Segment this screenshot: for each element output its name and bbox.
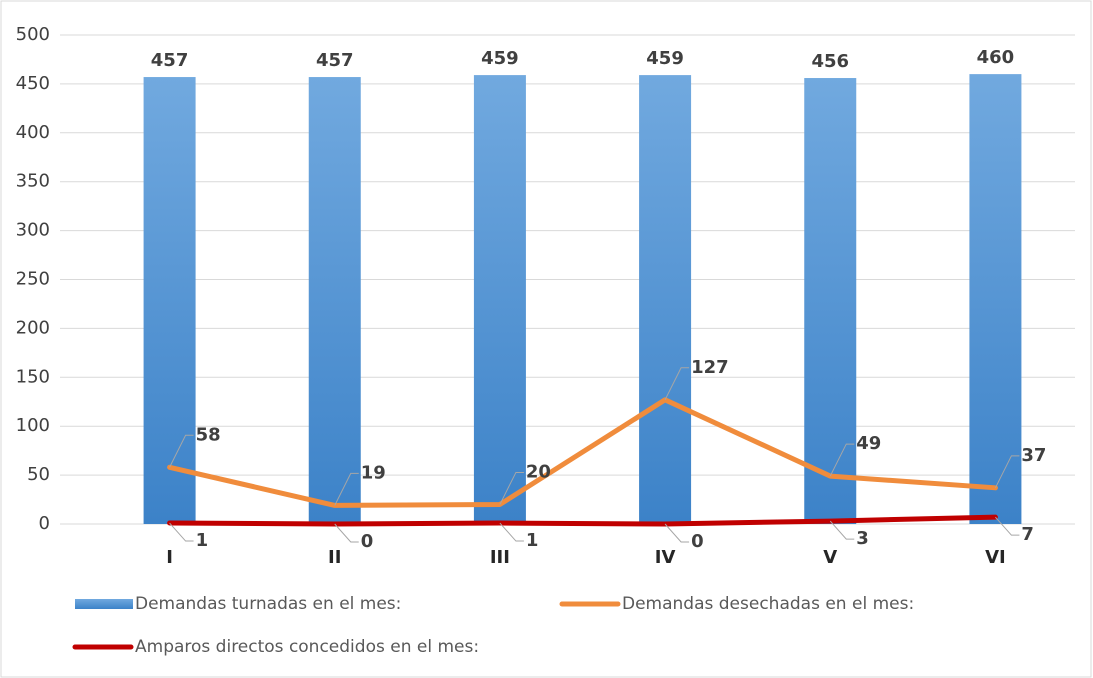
y-tick-label: 400 — [16, 122, 50, 143]
data-label: 127 — [691, 357, 729, 378]
leader-line — [499, 522, 524, 542]
leader-line — [829, 443, 855, 477]
y-tick-label: 450 — [16, 73, 50, 94]
y-tick-label: 0 — [39, 513, 50, 534]
data-label: 457 — [151, 50, 189, 71]
leader-line — [169, 522, 194, 542]
x-tick-label: IV — [655, 547, 676, 568]
bar — [639, 75, 692, 525]
data-label: 1 — [196, 530, 209, 551]
leader-line — [334, 523, 359, 543]
legend-swatch — [75, 599, 133, 609]
data-label: 1 — [526, 530, 539, 551]
data-label: 58 — [196, 424, 221, 445]
leader-line — [499, 471, 524, 505]
y-tick-label: 150 — [16, 366, 50, 387]
y-tick-label: 300 — [16, 220, 50, 241]
y-tick-label: 200 — [16, 317, 50, 338]
x-tick-label: VI — [985, 547, 1006, 568]
y-tick-label: 50 — [27, 464, 50, 485]
leader-line — [829, 520, 855, 540]
data-label: 7 — [1021, 524, 1034, 545]
y-tick-label: 500 — [16, 24, 50, 45]
leader-line — [664, 367, 690, 401]
legend-label: Demandas desechadas en el mes: — [622, 594, 914, 614]
data-label: 19 — [361, 462, 386, 483]
data-label: 49 — [856, 433, 881, 454]
legend-label: Demandas turnadas en el mes: — [135, 594, 401, 614]
data-label: 37 — [1021, 445, 1046, 466]
data-label: 460 — [977, 47, 1015, 68]
data-label: 456 — [811, 51, 849, 72]
data-label: 459 — [646, 48, 684, 69]
y-tick-label: 100 — [16, 415, 50, 436]
y-tick-label: 250 — [16, 269, 50, 290]
bar — [473, 75, 526, 525]
leader-line — [664, 523, 690, 543]
data-label: 459 — [481, 48, 519, 69]
bar — [143, 77, 196, 524]
bar — [308, 77, 361, 524]
leader-line — [994, 455, 1020, 489]
y-tick-label: 350 — [16, 171, 50, 192]
data-label: 0 — [691, 531, 704, 552]
x-tick-label: III — [490, 547, 510, 568]
data-label: 3 — [856, 528, 869, 549]
x-tick-label: V — [823, 547, 837, 568]
line — [167, 397, 998, 508]
data-label: 457 — [316, 50, 354, 71]
legend-label: Amparos directos concedidos en el mes: — [135, 637, 479, 657]
x-tick-label: I — [166, 547, 173, 568]
leader-line — [995, 516, 1020, 536]
line — [167, 514, 998, 527]
data-label: 20 — [526, 461, 551, 482]
x-tick-label: II — [328, 547, 341, 568]
leader-line — [334, 472, 359, 506]
leader-line — [169, 434, 194, 468]
data-label: 0 — [361, 531, 374, 552]
bar — [969, 74, 1022, 525]
bar — [804, 78, 857, 525]
